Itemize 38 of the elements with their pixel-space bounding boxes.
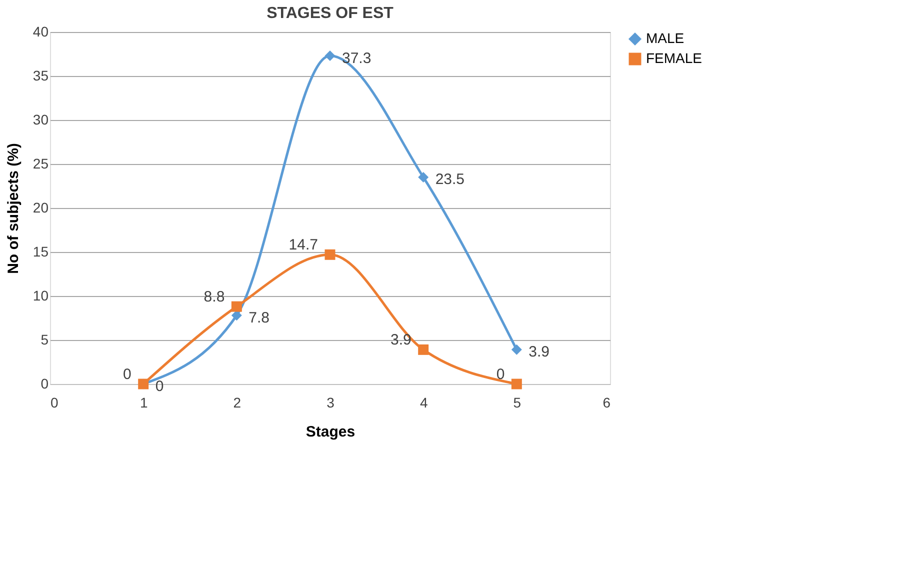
x-tick-label: 2 [233, 394, 242, 410]
x-tick-label: 6 [602, 394, 611, 410]
x-tick-label: 5 [513, 394, 522, 410]
x-axis-title: Stages [306, 424, 356, 440]
x-tick-label: 4 [420, 394, 428, 410]
point [511, 378, 522, 390]
legend-label: MALE [646, 30, 684, 46]
data-label: 14.7 [288, 236, 318, 254]
data-label: 8.8 [204, 288, 225, 306]
point [324, 50, 336, 62]
y-axis-title: No of subjects (%) [4, 143, 22, 274]
chart-title: STAGES OF EST [266, 5, 394, 22]
point [231, 301, 242, 312]
point [418, 172, 429, 182]
data-label: 0 [155, 378, 164, 395]
x-tick-label: 3 [326, 394, 335, 410]
data-label: 0 [496, 366, 505, 383]
data-label: 3.9 [528, 344, 550, 361]
data-label: 23.5 [435, 171, 465, 188]
x-tick-label: 1 [140, 394, 148, 410]
point [418, 344, 429, 355]
point [324, 249, 336, 260]
data-label: 0 [122, 366, 132, 383]
y-tick-label: 15 [32, 244, 49, 260]
data-label: 37.3 [342, 50, 372, 67]
y-tick-label: 25 [32, 156, 49, 172]
y-tick-label: 20 [32, 200, 49, 216]
y-tick-label: 5 [40, 332, 49, 348]
y-tick-label: 40 [32, 24, 49, 40]
y-tick-label: 35 [32, 68, 49, 84]
y-tick-label: 0 [40, 376, 49, 392]
point [231, 310, 242, 321]
legend-label: FEMALE [646, 50, 702, 66]
point [511, 344, 522, 355]
y-tick-label: 10 [32, 288, 49, 304]
data-label: 7.8 [248, 309, 270, 326]
y-tick-label: 30 [32, 112, 49, 128]
data-label: 3.9 [390, 332, 412, 349]
